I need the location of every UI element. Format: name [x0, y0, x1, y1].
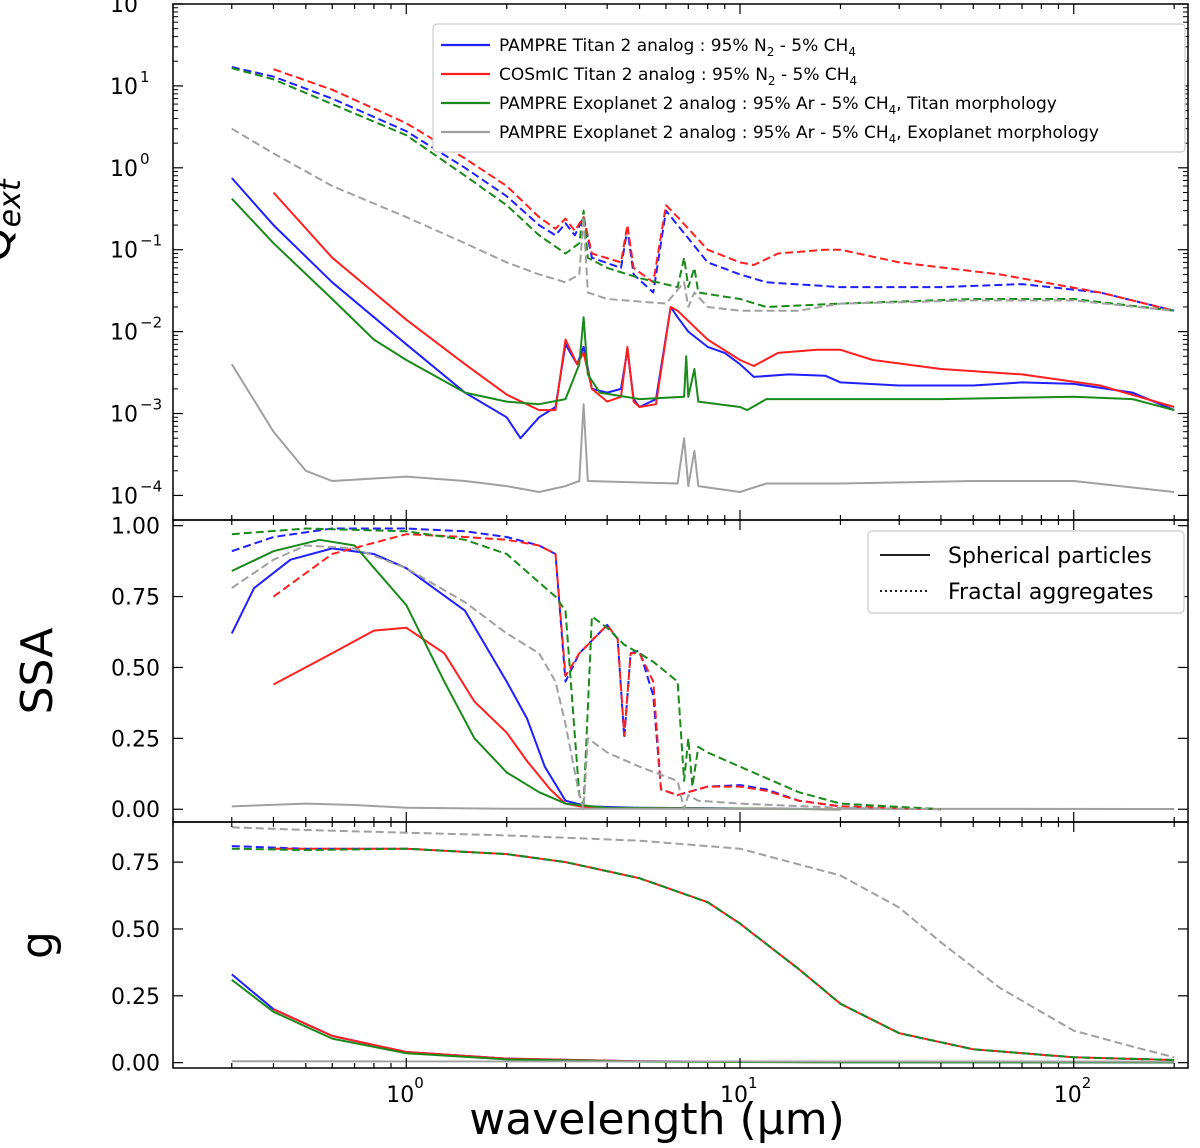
legend-box [867, 530, 1185, 614]
x-tick-exponent: 2 [1082, 1074, 1092, 1092]
series-line-solid-1 [273, 1008, 817, 1064]
series-group [231, 826, 1175, 1064]
y-tick-exponent: 0 [140, 150, 150, 168]
series-line-solid-0 [231, 973, 1175, 1064]
y-tick-exponent: −3 [140, 396, 162, 414]
y-tick-label: 10 [110, 321, 138, 346]
series-line-solid-1 [272, 191, 1175, 412]
series-line-dashed-6 [231, 527, 941, 811]
legend-label: PAMPRE Titan 2 analog : 95% N2 - 5% CH4 [499, 36, 856, 59]
y-tick-label: 0.50 [111, 918, 160, 943]
series-line-dashed-4 [231, 66, 1175, 312]
series-line-dashed-5 [272, 533, 941, 811]
y-axis-label: g [12, 931, 63, 959]
legend-label: PAMPRE Exoplanet 2 analog : 95% Ar - 5% … [499, 123, 1099, 146]
y-tick-label: 10 [110, 239, 138, 264]
series-line-solid-1 [273, 626, 841, 811]
legend-qext: PAMPRE Titan 2 analog : 95% N2 - 5% CH4 C… [432, 23, 1186, 153]
y-axis-label: Qext [0, 178, 28, 262]
y-tick-label: 10 [110, 403, 138, 428]
y-tick-label: 10 [110, 157, 138, 182]
x-axis-label: wavelength (μm) [469, 1094, 844, 1145]
y-tick-label: 10 [110, 75, 138, 100]
legend-label: Spherical particles [948, 544, 1152, 569]
series-line-solid-2 [231, 979, 1175, 1064]
series-line-dashed-7 [231, 826, 1175, 1059]
y-tick-label: 0.75 [111, 586, 160, 611]
legend-label: PAMPRE Exoplanet 2 analog : 95% Ar - 5% … [499, 94, 1057, 117]
series-line-solid-0 [231, 177, 1175, 440]
series-line-solid-2 [231, 538, 841, 811]
y-tick-label: 10 [110, 0, 138, 18]
legend-ssa: Spherical particles Fractal aggregates [867, 530, 1185, 614]
panel-ssa: 0.00 0.25 0.50 0.75 1.00 SSA [12, 515, 1189, 823]
x-tick-label: 10 [1054, 1083, 1082, 1108]
series-line-dashed-7 [231, 544, 941, 811]
legend-box [432, 23, 1186, 153]
y-tick-exponent: 2 [140, 0, 150, 4]
y-tick-exponent: −1 [140, 232, 162, 250]
series-line-solid-3 [231, 802, 1175, 810]
legend-label: Fractal aggregates [948, 580, 1153, 605]
y-tick-label: 0.50 [111, 656, 160, 681]
series-line-dashed-6 [231, 847, 1175, 1061]
y-tick-label: 0.25 [111, 727, 160, 752]
y-tick-label: 0.75 [111, 851, 160, 876]
y-tick-exponent: −2 [140, 314, 162, 332]
series-line-dashed-7 [231, 127, 1175, 312]
y-tick-label: 0.00 [111, 798, 160, 823]
series-line-solid-0 [230, 547, 841, 811]
x-tick-exponent: 0 [414, 1074, 424, 1092]
y-tick-label: 0.25 [111, 985, 160, 1010]
series-group [230, 527, 1175, 811]
y-tick-exponent: −4 [140, 477, 162, 495]
y-tick-exponent: 1 [140, 68, 150, 86]
x-tick-label: 10 [720, 1083, 748, 1108]
y-tick-label: 0.00 [111, 1052, 160, 1077]
panels: 10210110010−110−210−310−4Qext0.000.250.5… [0, 0, 1189, 1108]
legends: PAMPRE Titan 2 analog : 95% N2 - 5% CH4 C… [432, 23, 1186, 614]
panel-qext: 10210110010−110−210−310−4Qext [0, 0, 1189, 521]
series-line-dashed-6 [231, 67, 1175, 312]
series-line-dashed-5 [273, 68, 1175, 312]
series-group [230, 66, 1175, 493]
series-line-solid-2 [231, 198, 1175, 412]
legend-label: COSmIC Titan 2 analog : 95% N2 - 5% CH4 [499, 65, 857, 88]
series-line-dashed-5 [273, 847, 1175, 1061]
x-tick-exponent: 1 [748, 1074, 758, 1092]
series-line-solid-3 [230, 363, 1175, 493]
y-axis-label: SSA [12, 628, 63, 715]
series-line-dashed-4 [231, 845, 1175, 1061]
y-tick-label: 10 [110, 484, 138, 509]
axes-frame [172, 821, 1189, 1069]
y-tick-label: 1.00 [111, 515, 160, 540]
x-tick-label: 10 [386, 1083, 414, 1108]
